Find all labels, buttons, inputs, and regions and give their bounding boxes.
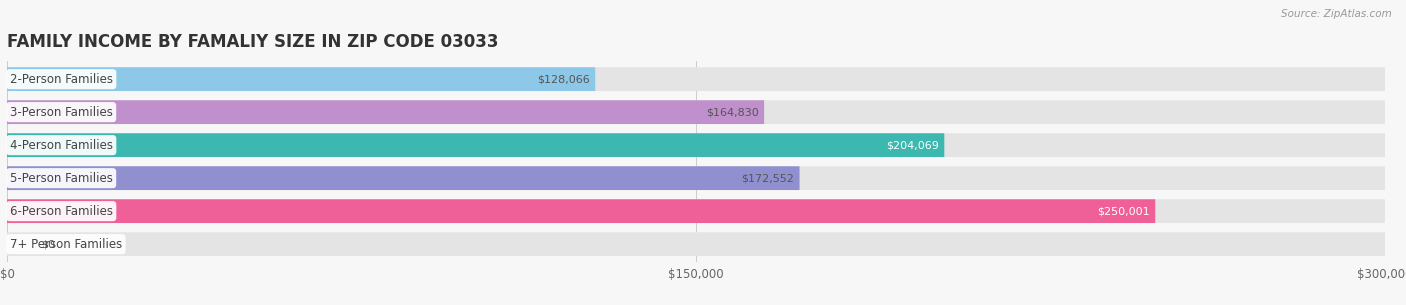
Text: $172,552: $172,552 [741, 173, 794, 183]
Text: 3-Person Families: 3-Person Families [10, 106, 112, 119]
FancyBboxPatch shape [7, 133, 945, 157]
Text: $0: $0 [42, 239, 55, 249]
FancyBboxPatch shape [7, 100, 1385, 124]
FancyBboxPatch shape [7, 133, 1385, 157]
Text: FAMILY INCOME BY FAMALIY SIZE IN ZIP CODE 03033: FAMILY INCOME BY FAMALIY SIZE IN ZIP COD… [7, 33, 499, 51]
FancyBboxPatch shape [7, 232, 1385, 256]
FancyBboxPatch shape [7, 166, 800, 190]
Text: 5-Person Families: 5-Person Families [10, 172, 112, 185]
Text: 6-Person Families: 6-Person Families [10, 205, 112, 218]
Text: $128,066: $128,066 [537, 74, 589, 84]
FancyBboxPatch shape [7, 100, 763, 124]
Text: Source: ZipAtlas.com: Source: ZipAtlas.com [1281, 9, 1392, 19]
FancyBboxPatch shape [7, 67, 1385, 91]
Text: $164,830: $164,830 [706, 107, 759, 117]
FancyBboxPatch shape [7, 67, 595, 91]
FancyBboxPatch shape [7, 199, 1156, 223]
FancyBboxPatch shape [7, 166, 1385, 190]
Text: 2-Person Families: 2-Person Families [10, 73, 112, 86]
Text: 7+ Person Families: 7+ Person Families [10, 238, 122, 251]
Text: $204,069: $204,069 [886, 140, 939, 150]
Text: 4-Person Families: 4-Person Families [10, 139, 112, 152]
Text: $250,001: $250,001 [1097, 206, 1150, 216]
FancyBboxPatch shape [7, 199, 1385, 223]
